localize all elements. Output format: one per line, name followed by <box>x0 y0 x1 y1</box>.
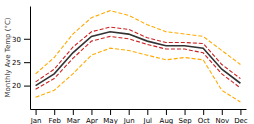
x-tick-mark <box>240 109 241 115</box>
x-tick-mark <box>129 109 130 115</box>
series-line <box>36 32 241 86</box>
x-axis: Jan Feb Mar Apr May Jun Jul Aug Sep Oct Nov Dec <box>30 109 248 124</box>
x-tick: Apr <box>86 109 98 124</box>
plot: Jan Feb Mar Apr May Jun Jul Aug Sep Oct Nov Dec 20 25… <box>12 7 248 124</box>
chart: Jan Feb Mar Apr May Jun Jul Aug Sep Oct Nov Dec 20 25… <box>0 0 254 124</box>
y-tick-label: 20 <box>12 82 21 90</box>
x-tick-label: May <box>103 117 117 124</box>
y-tick-mark <box>24 39 30 40</box>
y-tick-mark <box>24 62 30 63</box>
x-tick: Jul <box>143 109 153 124</box>
x-tick-mark <box>203 109 204 115</box>
x-tick-mark <box>54 109 55 115</box>
x-tick-label: Apr <box>86 117 98 124</box>
x-tick-mark <box>110 109 111 115</box>
y-tick: 25 <box>12 59 30 67</box>
x-tick: Jun <box>123 109 135 124</box>
x-tick-label: Feb <box>49 117 62 124</box>
x-tick-label: Oct <box>198 117 210 124</box>
x-tick-mark <box>185 109 186 115</box>
x-tick-label: Jun <box>123 117 135 124</box>
x-tick: Sep <box>178 109 192 124</box>
series-line <box>36 36 241 89</box>
x-tick: May <box>103 109 117 124</box>
y-tick-mark <box>24 86 30 87</box>
y-axis: 20 25 30 <box>12 7 30 110</box>
x-tick-mark <box>36 109 37 115</box>
x-tick-label: Aug <box>160 117 174 124</box>
y-axis-line <box>30 7 31 110</box>
x-tick: Dec <box>234 109 248 124</box>
y-axis-title: Monthly Ave Temp (°C) <box>4 17 12 97</box>
x-tick: Oct <box>198 109 210 124</box>
x-tick-mark <box>222 109 223 115</box>
y-tick: 20 <box>12 82 30 90</box>
x-tick-mark <box>166 109 167 115</box>
y-tick-label: 30 <box>12 36 21 44</box>
series-line <box>36 11 241 74</box>
x-tick-label: Sep <box>178 117 192 124</box>
x-tick: Mar <box>67 109 80 124</box>
x-tick-label: Mar <box>67 117 80 124</box>
x-tick: Nov <box>215 109 229 124</box>
x-axis-line <box>31 109 247 110</box>
x-tick: Jan <box>30 109 42 124</box>
x-tick-label: Dec <box>234 117 248 124</box>
x-tick: Aug <box>160 109 174 124</box>
x-tick-label: Nov <box>215 117 229 124</box>
y-tick-label: 25 <box>12 59 21 67</box>
x-tick: Feb <box>49 109 62 124</box>
x-tick-mark <box>147 109 148 115</box>
lines <box>36 11 241 102</box>
y-tick: 30 <box>12 36 30 44</box>
x-tick-label: Jul <box>143 117 153 124</box>
x-tick-mark <box>73 109 74 115</box>
x-tick-label: Jan <box>30 117 42 124</box>
x-tick-mark <box>91 109 92 115</box>
